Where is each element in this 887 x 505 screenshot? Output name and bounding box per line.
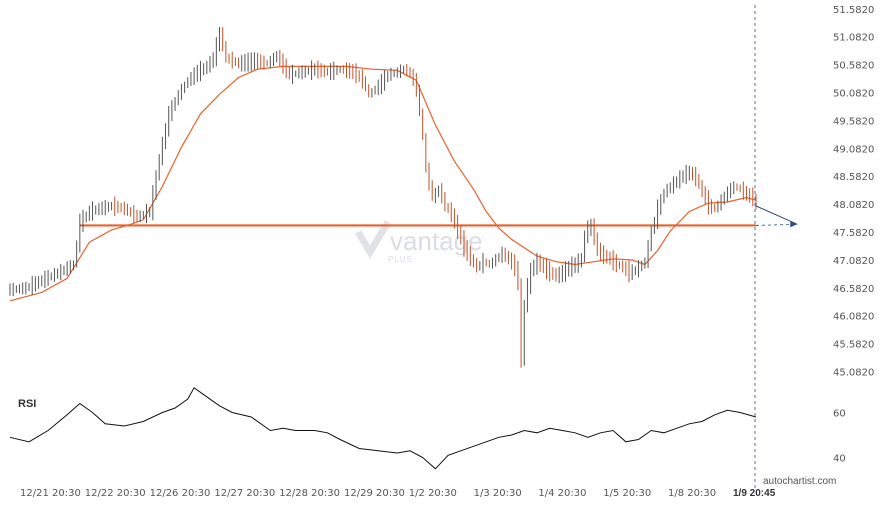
time-tick-label: 1/4 20:30	[538, 488, 586, 499]
price-tick-label: 50.5820	[833, 61, 874, 72]
price-tick-label: 46.5820	[833, 284, 874, 295]
price-tick-label: 48.5820	[833, 172, 874, 183]
time-tick-label: 12/27 20:30	[214, 488, 275, 499]
price-tick-label: 51.0820	[833, 33, 874, 44]
rsi-title: RSI	[18, 398, 36, 410]
watermark-text: vantage	[390, 226, 483, 256]
time-tick-label: 12/26 20:30	[150, 488, 211, 499]
rsi-tick-label: 40	[833, 454, 846, 465]
time-tick-label: 12/22 20:30	[85, 488, 146, 499]
price-bars	[9, 27, 757, 368]
forecast-level-line	[755, 223, 798, 226]
time-tick-label: 12/29 20:30	[344, 488, 405, 499]
time-tick-label: 12/28 20:30	[279, 488, 340, 499]
price-tick-label: 49.5820	[833, 116, 874, 127]
time-tick-label: 12/21 20:30	[20, 488, 81, 499]
price-tick-label: 45.5820	[833, 340, 874, 351]
time-tick-label: 1/8 20:30	[668, 488, 716, 499]
price-tick-label: 51.5820	[833, 5, 874, 16]
time-axis: 12/21 20:30 12/22 20:30 12/26 20:30 12/27 2…	[20, 488, 776, 499]
rsi-line	[9, 387, 757, 470]
price-tick-label: 47.5820	[833, 228, 874, 239]
rsi-tick-label: 60	[833, 409, 846, 420]
price-tick-label: 45.0820	[833, 368, 874, 379]
brand-label: autochartist.com	[763, 476, 836, 487]
price-tick-label: 48.0820	[833, 200, 874, 211]
forecast-layer	[755, 205, 798, 228]
rsi-layer	[9, 387, 757, 470]
price-tick-label: 50.0820	[833, 89, 874, 100]
watermark-icon	[354, 220, 392, 259]
time-tick-label: 1/2 20:30	[409, 488, 457, 499]
forecast-arrow-line	[755, 205, 798, 225]
price-axis: 51.5820 51.0820 50.5820 50.0820 49.5820 49.08…	[833, 5, 874, 379]
forecast-arrow-head	[790, 221, 798, 228]
price-tick-label: 47.0820	[833, 256, 874, 267]
support-layer	[79, 5, 756, 490]
time-tick-label: 1/3 20:30	[474, 488, 522, 499]
time-tick-label: 1/5 20:30	[603, 488, 651, 499]
last-time-label: 1/9 20:45	[733, 488, 776, 499]
price-tick-label: 46.0820	[833, 312, 874, 323]
watermark-subtext: PLUS	[388, 255, 413, 264]
rsi-axis: 60 40	[833, 409, 846, 465]
price-tick-label: 49.0820	[833, 144, 874, 155]
